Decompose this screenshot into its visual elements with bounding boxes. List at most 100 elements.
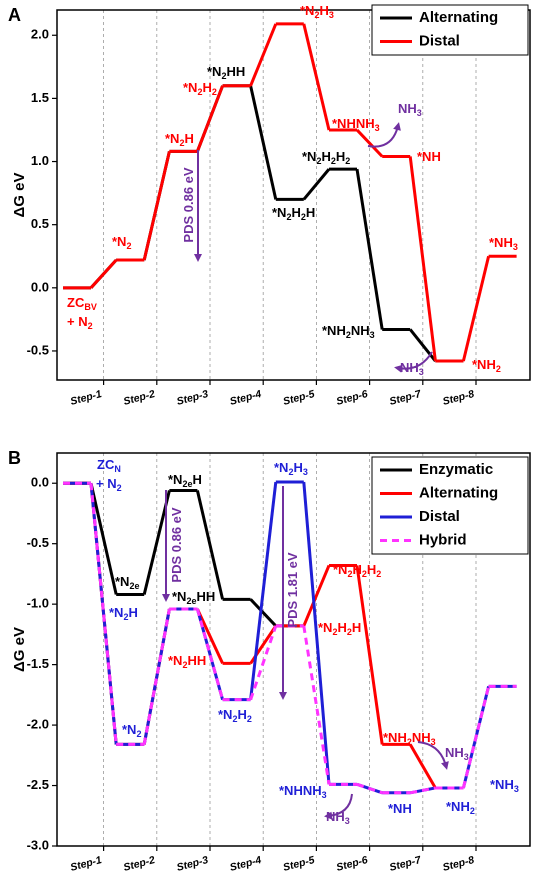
annotation-text: *N [115, 574, 129, 589]
x-tick-label: Step-5 [282, 388, 316, 408]
arrows [162, 122, 449, 820]
annotation-text: *N [112, 234, 126, 249]
annotation-text: *N [165, 131, 179, 146]
annotation-subscript: 2 [347, 627, 352, 637]
annotation-subscript: 2 [117, 483, 122, 493]
annotation-subscript: 3 [322, 790, 327, 800]
annotation-subscript: BV [84, 302, 97, 312]
connector [408, 743, 437, 789]
legend: Alternating Distal [371, 4, 529, 56]
panel-label: A [8, 5, 21, 25]
annotation: *NHNH3 [332, 116, 380, 133]
annotation-text: NH [445, 745, 464, 760]
annotation: *NH [388, 801, 412, 816]
annotation-subscript: 3 [513, 242, 518, 252]
annotation: NH3 [326, 809, 350, 826]
annotation-text: ZC [97, 457, 115, 472]
annotation-text: PDS 0.86 eV [169, 507, 184, 582]
y-tick-label: 0.5 [31, 216, 49, 231]
annotation: *NH2 [446, 799, 475, 816]
annotation-text: ZC [67, 295, 85, 310]
annotation-text: H [202, 80, 211, 95]
release-arrow [417, 741, 449, 770]
annotation-text: *NH [490, 777, 514, 792]
annotation-subscript: 2 [470, 806, 475, 816]
annotation-text: H [237, 707, 246, 722]
y-tick-label: 1.5 [31, 90, 49, 105]
annotation-text: NH [351, 323, 370, 338]
annotation-subscript: 2e [182, 479, 192, 489]
annotation-subscript: 3 [303, 467, 308, 477]
x-tick-label: Step-6 [335, 854, 369, 874]
annotation-text: NH [398, 101, 417, 116]
annotation-subscript: 3 [419, 367, 424, 377]
connector [461, 686, 491, 789]
plot-frame [56, 9, 531, 381]
y-axis-label: ΔG eV [11, 173, 28, 218]
annotation-text: *NHNH [332, 116, 375, 131]
annotation-text: *N [302, 149, 316, 164]
annotation-subscript: 3 [370, 330, 375, 340]
x-tick-label: Step-3 [175, 854, 209, 874]
annotation-text: H [319, 3, 328, 18]
connector [142, 151, 171, 261]
x-tick-label: Step-6 [335, 388, 369, 408]
annotation-text: *N [318, 620, 332, 635]
annotation-subscript: 2 [332, 627, 337, 637]
annotation-text: NH [412, 730, 431, 745]
annotation-subscript: 2 [247, 714, 252, 724]
y-tick-label: -0.5 [27, 535, 49, 550]
connector [302, 564, 331, 627]
connector [195, 490, 225, 600]
x-tick-label: Step-2 [122, 854, 156, 874]
annotation-text: *NHNH [279, 783, 322, 798]
annotation-subscript: N [114, 464, 121, 474]
annotation-subscript: 2 [316, 156, 321, 166]
y-tick-label: -1.0 [27, 596, 49, 611]
annotation-subscript: 3 [464, 752, 469, 762]
x-tick-label: Step-2 [122, 388, 156, 408]
annotation-text: *N [183, 80, 197, 95]
annotation: *N2HH [168, 653, 206, 670]
annotation-subscript: 2e [186, 596, 196, 606]
annotation-subscript: 2 [407, 737, 412, 747]
connector [249, 23, 278, 87]
annotation-text: *N [274, 460, 288, 475]
y-tick-label: 1.0 [31, 153, 49, 168]
legend-label: Distal [419, 508, 460, 525]
annotation-text: HH [187, 653, 206, 668]
annotation: *N2 [122, 722, 141, 739]
annotation: NH3 [398, 101, 422, 118]
annotation-subscript: 2 [212, 87, 217, 97]
connector [195, 608, 225, 701]
annotation-text: H [192, 472, 201, 487]
annotation: *N2HH [207, 64, 245, 81]
y-axis-label: ΔG eV [11, 627, 28, 672]
y-tick-label: 0.0 [31, 279, 49, 294]
connector [195, 85, 225, 152]
legend-label: Alternating [419, 9, 498, 26]
connector [249, 625, 278, 701]
annotation-subscript: 3 [417, 108, 422, 118]
annotation: + N2 [67, 314, 93, 331]
connector [89, 482, 118, 595]
annotation: *NH3 [490, 777, 519, 794]
annotation-text: PDS 1.81 eV [285, 552, 300, 627]
legend-box [371, 4, 529, 56]
annotation-subscript: 2 [314, 10, 319, 20]
annotation-text: H [293, 460, 302, 475]
annotation-subscript: 2 [221, 71, 226, 81]
annotation-subscript: 2 [232, 714, 237, 724]
connector [302, 23, 331, 131]
annotation: NH3 [445, 745, 469, 762]
annotation-subscript: 2 [346, 330, 351, 340]
annotation: *N2 [112, 234, 131, 251]
annotation-text: + N [96, 476, 117, 491]
annotation: PDS 0.86 eV [181, 167, 196, 242]
annotation-text: H [352, 562, 361, 577]
annotation-text: H [306, 205, 315, 220]
annotation-subscript: 2 [362, 569, 367, 579]
y-tick-label: -3.0 [27, 837, 49, 852]
connector [356, 782, 383, 795]
